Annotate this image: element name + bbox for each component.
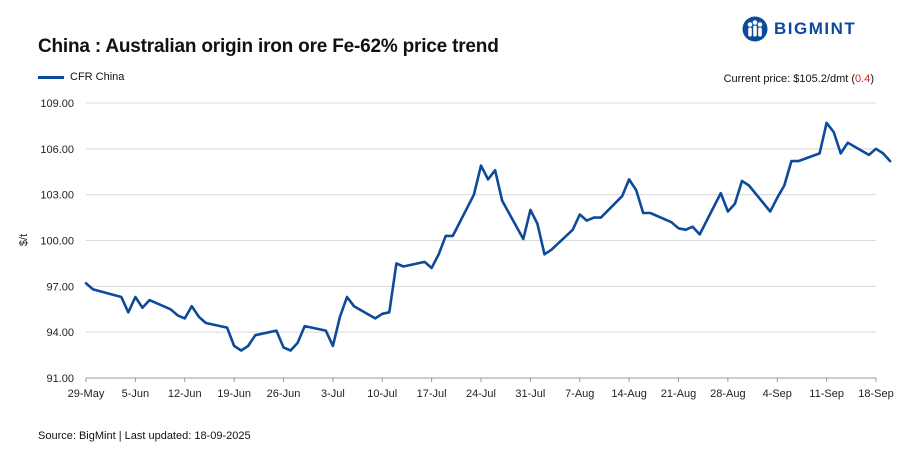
x-tick-label: 28-Aug [710, 388, 745, 400]
current-price-change: 0.4 [855, 73, 871, 85]
x-tick-label: 14-Aug [611, 388, 646, 400]
brand-logo: BIGMINT [742, 16, 856, 42]
x-tick-label: 19-Jun [217, 388, 251, 400]
bigmint-people-icon [742, 16, 768, 42]
x-tick-label: 7-Aug [565, 388, 594, 400]
y-tick-label: 100.00 [40, 236, 74, 248]
x-tick-label: 26-Jun [267, 388, 301, 400]
chart-legend: CFR China [38, 71, 124, 83]
source-note: Source: BigMint | Last updated: 18-09-20… [38, 430, 251, 442]
brand-name: BIGMINT [774, 19, 857, 38]
legend-swatch [38, 75, 64, 79]
x-tick-label: 10-Jul [367, 388, 397, 400]
x-tick-label: 18-Sep [858, 388, 893, 400]
legend-label: CFR China [70, 71, 125, 83]
x-tick-label: 5-Jun [122, 388, 150, 400]
current-price-suffix: ) [870, 73, 874, 85]
y-tick-label: 91.00 [46, 373, 74, 385]
y-tick-label: 97.00 [46, 281, 74, 293]
x-tick-label: 17-Jul [417, 388, 447, 400]
x-tick-label: 31-Jul [515, 388, 545, 400]
x-tick-label: 24-Jul [466, 388, 496, 400]
y-tick-label: 109.00 [40, 98, 74, 110]
y-tick-label: 106.00 [40, 144, 74, 156]
y-tick-label: 103.00 [40, 190, 74, 202]
x-tick-label: 29-May [68, 388, 105, 400]
x-tick-label: 3-Jul [321, 388, 345, 400]
x-tick-label: 11-Sep [809, 388, 844, 400]
current-price: Current price: $105.2/dmt (0.4) [724, 73, 874, 85]
x-tick-label: 21-Aug [661, 388, 696, 400]
x-tick-label: 4-Sep [763, 388, 792, 400]
y-tick-label: 94.00 [46, 327, 74, 339]
y-axis-label: $/t [18, 234, 30, 246]
current-price-label: Current price: $105.2/dmt ( [723, 73, 856, 85]
chart-title: China : Australian origin iron ore Fe-62… [38, 36, 499, 57]
series-line-cfr-china [84, 121, 892, 352]
x-tick-label: 12-Jun [168, 388, 202, 400]
